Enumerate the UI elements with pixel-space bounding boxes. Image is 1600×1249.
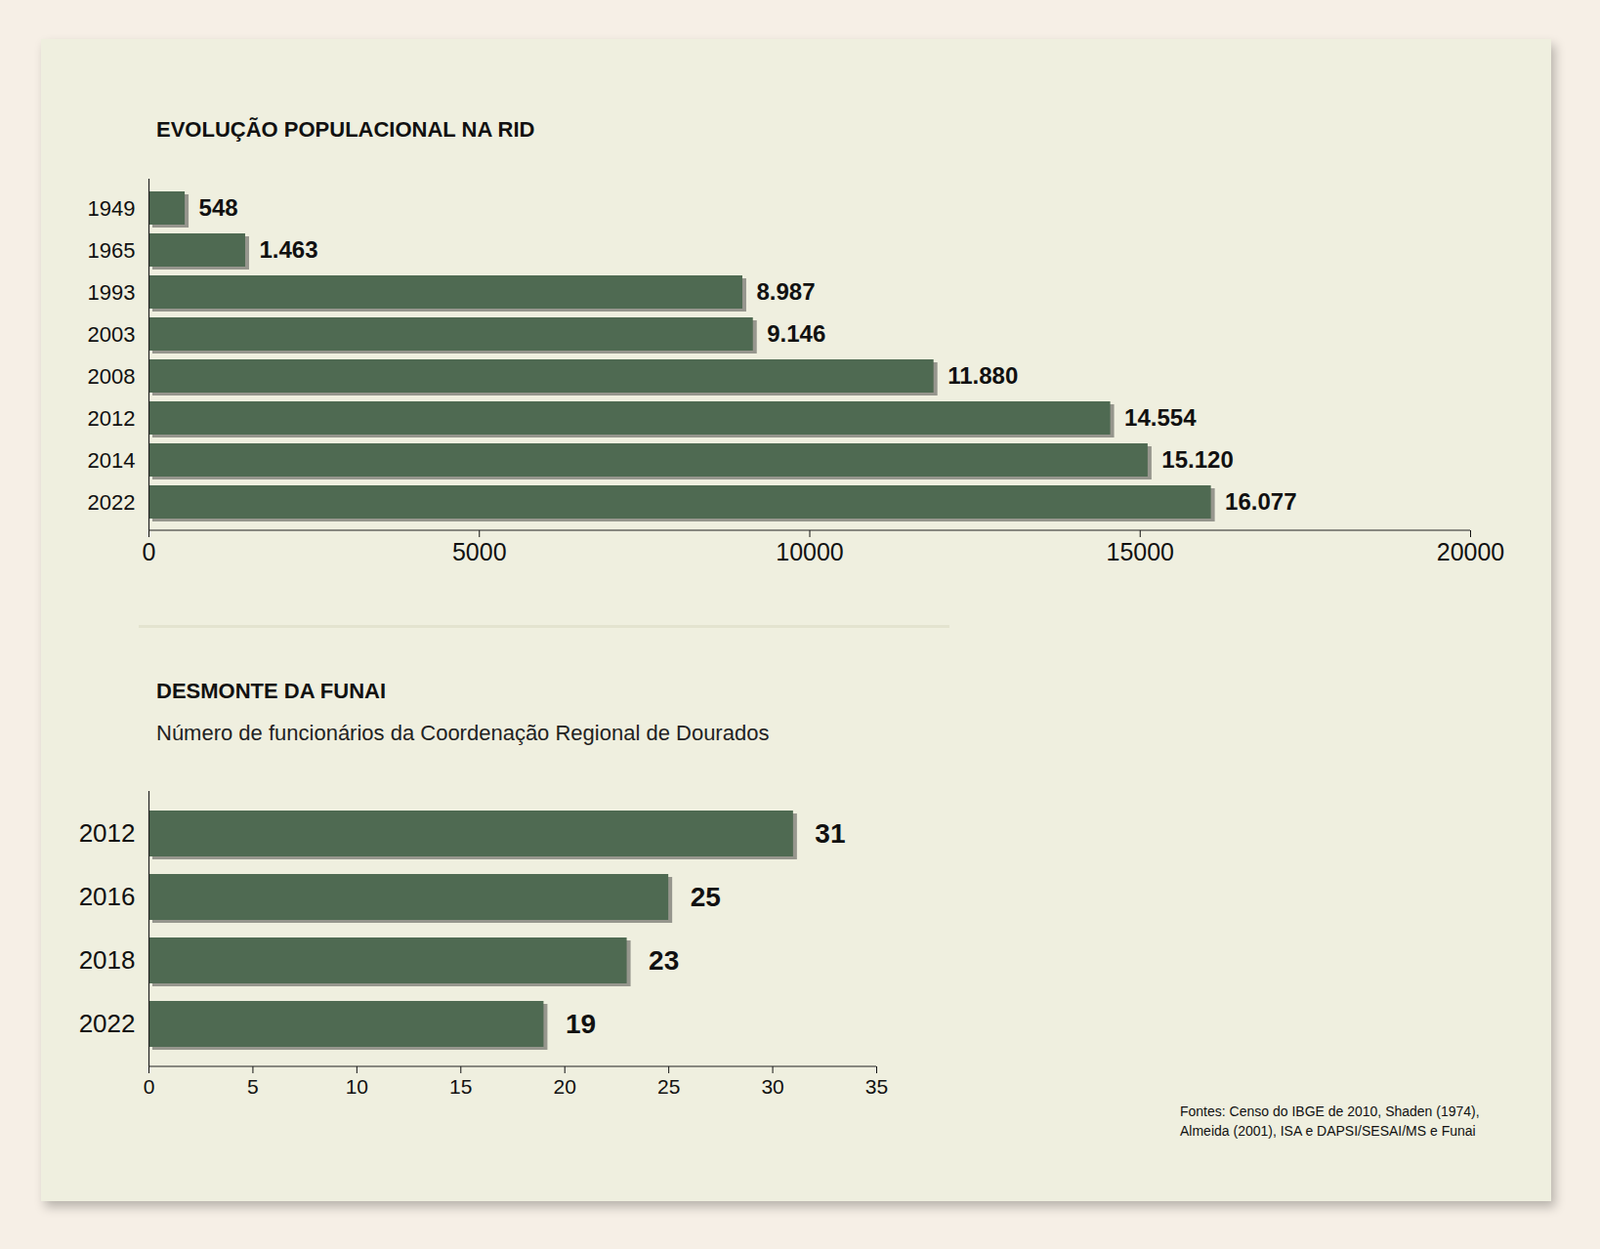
svg-text:9.146: 9.146 [766, 320, 826, 347]
svg-text:15000: 15000 [1105, 538, 1175, 566]
svg-text:1949: 1949 [87, 196, 136, 221]
svg-text:20000: 20000 [1436, 538, 1506, 566]
svg-text:2008: 2008 [87, 364, 136, 389]
svg-text:2014: 2014 [87, 448, 136, 473]
svg-text:2012: 2012 [79, 818, 136, 848]
svg-text:10: 10 [345, 1075, 369, 1098]
svg-text:2012: 2012 [87, 406, 136, 431]
svg-text:0: 0 [143, 1075, 156, 1098]
svg-text:2018: 2018 [79, 945, 136, 975]
svg-text:15: 15 [449, 1075, 472, 1098]
svg-text:11.880: 11.880 [947, 362, 1018, 389]
svg-text:1965: 1965 [87, 238, 136, 263]
svg-text:15.120: 15.120 [1161, 446, 1233, 473]
svg-text:0: 0 [142, 538, 157, 566]
svg-text:2022: 2022 [79, 1009, 136, 1039]
svg-text:25: 25 [690, 882, 721, 913]
svg-text:35: 35 [865, 1075, 888, 1098]
svg-text:14.554: 14.554 [1124, 404, 1197, 431]
svg-text:16.077: 16.077 [1224, 488, 1297, 515]
html-text:EVOLUÇÃO POPULACIONAL NA RID: EVOLUÇÃO POPULACIONAL NA RID [156, 117, 535, 142]
svg-text:548: 548 [199, 194, 239, 221]
svg-text:8.987: 8.987 [756, 278, 815, 305]
svg-text:1993: 1993 [87, 280, 136, 305]
svg-text:20: 20 [553, 1075, 577, 1098]
html-text:Número de funcionários da Coor: Número de funcionários da Coordenação Re… [156, 720, 770, 746]
svg-text:5: 5 [247, 1075, 259, 1098]
svg-text:2022: 2022 [87, 490, 136, 515]
html-text:Fontes: Censo do IBGE de 2010,: Fontes: Censo do IBGE de 2010, Shaden (1… [1179, 1103, 1480, 1139]
svg-text:5000: 5000 [452, 538, 507, 566]
svg-text:30: 30 [760, 1075, 784, 1098]
svg-text:1.463: 1.463 [258, 236, 318, 263]
svg-text:2016: 2016 [79, 882, 136, 912]
svg-text:25: 25 [657, 1075, 680, 1098]
svg-text:23: 23 [648, 945, 679, 976]
svg-text:2003: 2003 [87, 322, 136, 347]
svg-text:31: 31 [814, 818, 845, 849]
html-text:DESMONTE DA FUNAI: DESMONTE DA FUNAI [156, 678, 386, 704]
svg-text:19: 19 [565, 1009, 596, 1040]
svg-text:10000: 10000 [775, 538, 844, 566]
